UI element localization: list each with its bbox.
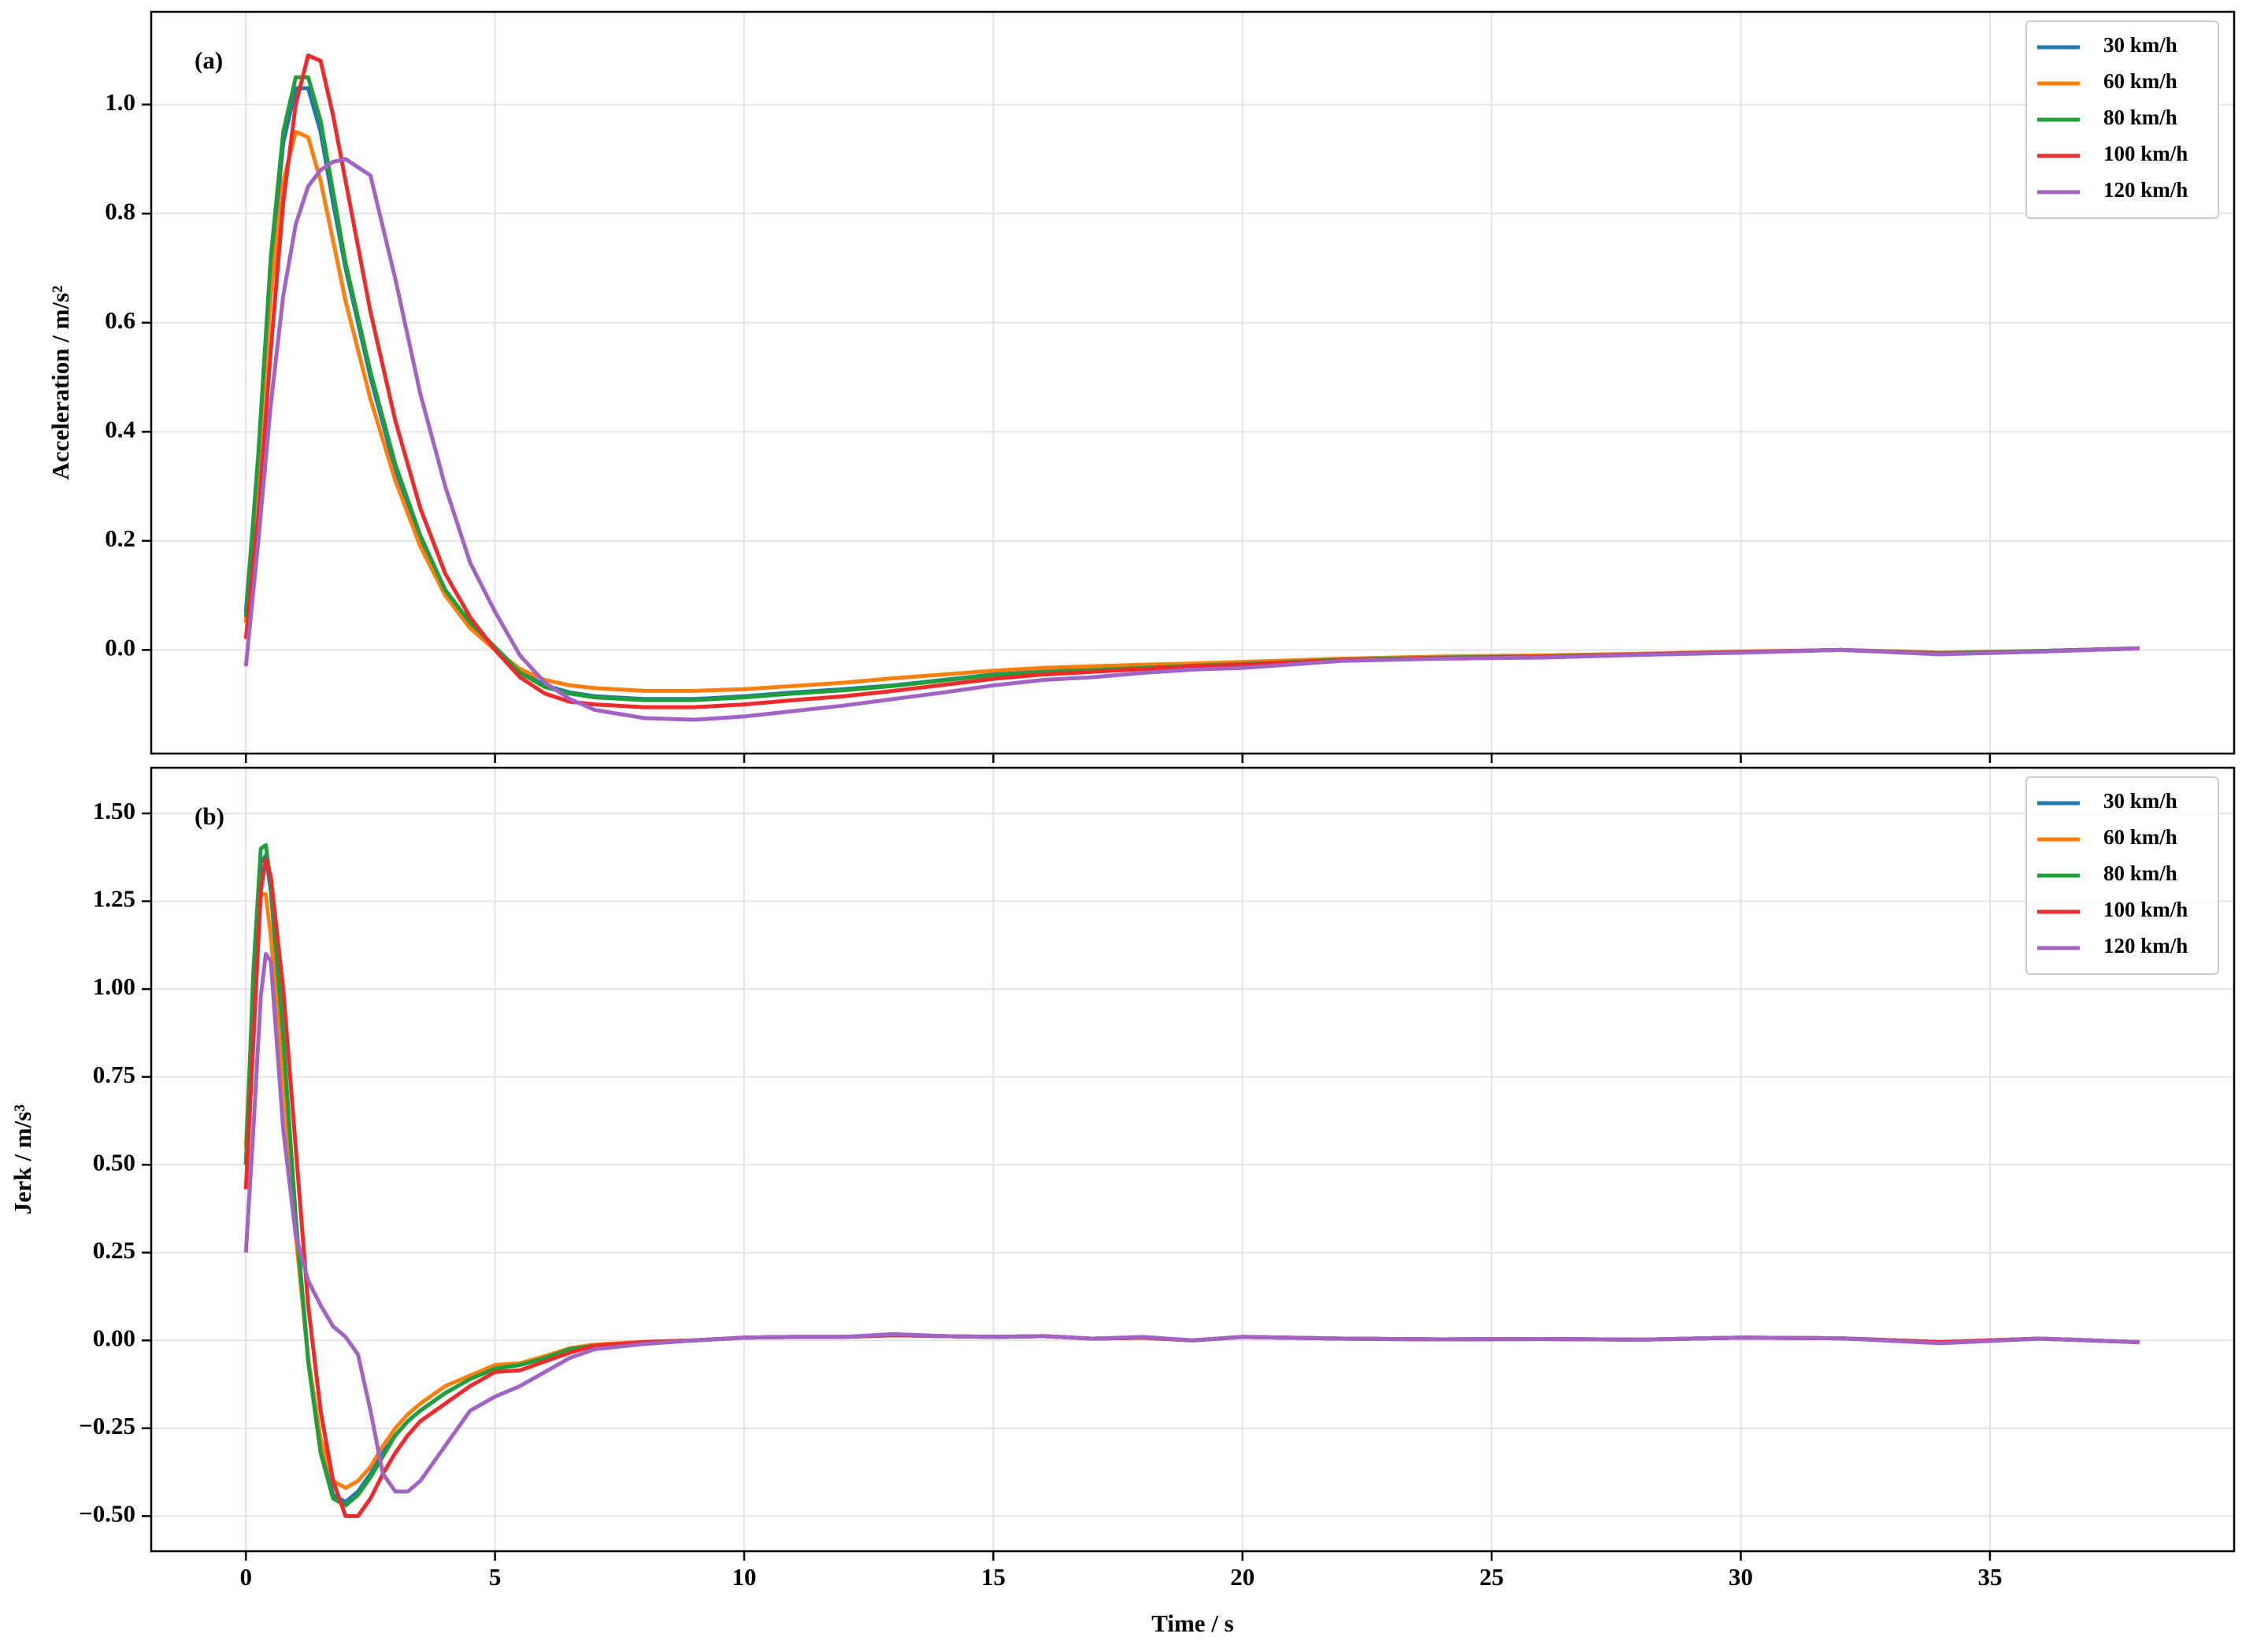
y-tick-label: 1.0	[105, 88, 135, 116]
data-line	[243, 86, 2140, 702]
panel: 0.0 0.2 0.4 0.6 0.8 1.0 (a) Acceleration / m/s²…	[46, 10, 2236, 763]
data-line	[243, 75, 2140, 702]
legend: 30 km/h 60 km/h 80 km/h 100 km/h 120 km/h	[2025, 776, 2219, 975]
panel-label: (a)	[195, 46, 223, 74]
x-tick-label: 0	[239, 1563, 252, 1591]
legend-label: 100 km/h	[2103, 142, 2188, 165]
legend: 30 km/h 60 km/h 80 km/h 100 km/h 120 km/h	[2025, 20, 2219, 219]
data-line	[243, 53, 2140, 709]
x-tick-label: 35	[1977, 1563, 2002, 1591]
legend-label: 30 km/h	[2103, 789, 2177, 813]
data-line	[243, 843, 2140, 1508]
legend-label: 60 km/h	[2103, 825, 2177, 849]
y-tick-label: 0.0	[105, 634, 135, 661]
y-tick-label: 0.4	[105, 415, 135, 443]
y-tick-label: 0.00	[93, 1324, 135, 1351]
y-tick-label: 1.50	[93, 797, 135, 824]
data-line	[243, 951, 2140, 1494]
y-tick-label: 1.25	[93, 885, 135, 913]
x-tick-label: 5	[489, 1563, 502, 1591]
legend-label: 80 km/h	[2103, 106, 2177, 129]
y-tick-label: 0.50	[93, 1148, 135, 1176]
plot-frame	[150, 10, 2236, 755]
legend-label: 120 km/h	[2103, 178, 2188, 202]
legend-label: 120 km/h	[2103, 934, 2188, 957]
y-tick-label: 0.6	[105, 306, 135, 334]
legend-label: 100 km/h	[2103, 898, 2188, 921]
x-axis-label: Time / s	[1151, 1609, 1234, 1637]
y-tick-label: −0.25	[79, 1412, 135, 1439]
legend-label: 60 km/h	[2103, 69, 2177, 93]
y-axis-label: Acceleration / m/s²	[46, 286, 74, 480]
x-tick-label: 10	[732, 1563, 757, 1591]
x-tick-label: 25	[1480, 1563, 1504, 1591]
y-tick-label: 0.2	[105, 524, 135, 552]
x-tick-label: 30	[1729, 1563, 1753, 1591]
legend-label: 80 km/h	[2103, 861, 2177, 885]
data-line	[243, 892, 2140, 1491]
legend-label: 30 km/h	[2103, 33, 2177, 57]
y-tick-label: 0.8	[105, 197, 135, 224]
legend-box	[2025, 20, 2219, 219]
data-line	[243, 157, 2140, 722]
panel-label: (b)	[195, 802, 224, 830]
plot-frame	[150, 766, 2236, 1553]
data-line	[243, 854, 2140, 1505]
legend-box	[2025, 776, 2219, 975]
x-tick-label: 15	[981, 1563, 1006, 1591]
panel: 0 5 10 15 20 25 30 35 −0.50 −0.25 0.00 0.25 0.50 0.75…	[9, 766, 2236, 1637]
y-tick-label: 0.75	[93, 1061, 135, 1088]
x-tick-label: 20	[1230, 1563, 1254, 1591]
y-tick-label: 0.25	[93, 1236, 135, 1264]
data-line	[243, 857, 2140, 1518]
y-tick-label: 1.00	[93, 972, 135, 1000]
y-axis-label: Jerk / m/s³	[9, 1104, 36, 1214]
data-line	[243, 129, 2140, 693]
y-tick-label: −0.50	[79, 1499, 135, 1527]
